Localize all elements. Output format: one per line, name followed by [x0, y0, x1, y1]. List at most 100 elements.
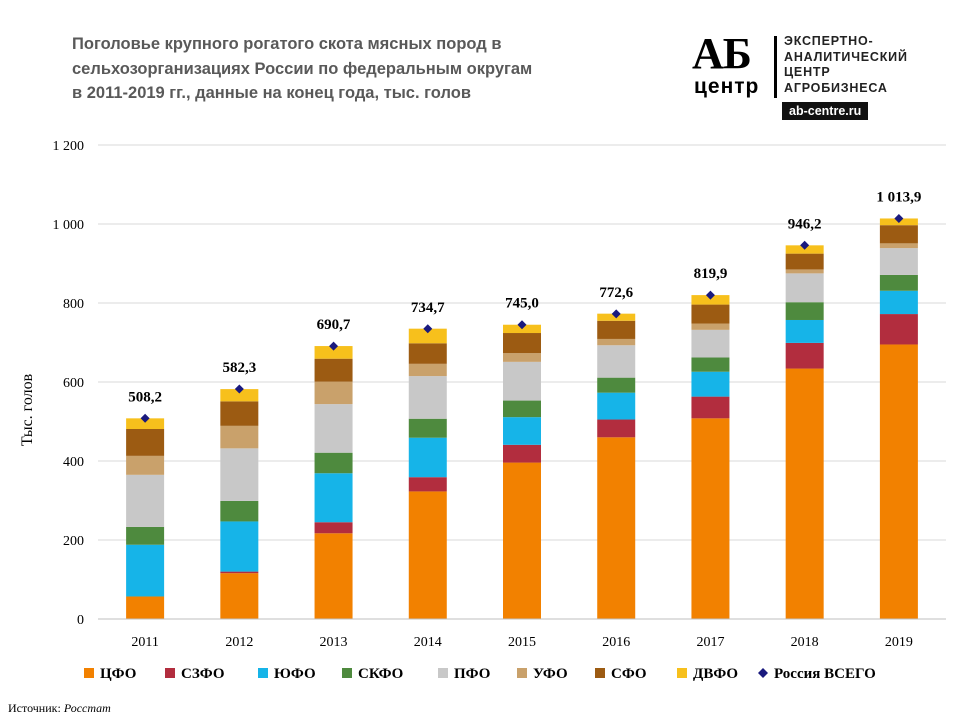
- bar-segment: [314, 533, 353, 619]
- total-data-label: 819,9: [694, 266, 728, 282]
- logo-letters: АБ: [692, 29, 752, 78]
- bar-segment: [785, 319, 824, 343]
- bar-segment: [220, 401, 259, 426]
- x-tick-label: 2014: [414, 635, 442, 650]
- source-note: Источник: Росстат: [8, 701, 111, 716]
- x-tick-label: 2011: [131, 635, 158, 650]
- bar-segment: [220, 389, 259, 402]
- x-tick-label: 2018: [791, 635, 819, 650]
- logo-center-word: центр: [694, 75, 760, 98]
- total-marker: [705, 290, 715, 300]
- x-tick-label: 2017: [696, 635, 724, 650]
- legend-swatch: [595, 668, 605, 678]
- y-tick-label: 1 200: [53, 139, 85, 154]
- bar-segment: [126, 474, 165, 527]
- legend-label: СКФО: [358, 666, 403, 682]
- legend-label: СФО: [611, 666, 647, 682]
- legend-swatch: [258, 668, 268, 678]
- bar-segment: [597, 345, 636, 378]
- bar-segment: [691, 396, 730, 419]
- total-marker: [140, 413, 150, 423]
- y-tick-label: 800: [63, 297, 84, 312]
- legend-label: Россия ВСЕГО: [774, 666, 876, 682]
- bar-segment: [785, 269, 824, 274]
- total-marker: [329, 341, 339, 351]
- y-tick-label: 400: [63, 455, 84, 470]
- legend-swatch: [342, 668, 352, 678]
- bar-segment: [126, 418, 165, 430]
- bar-segment: [503, 444, 541, 463]
- bar-segment: [691, 418, 730, 619]
- x-tick-label: 2016: [602, 635, 630, 650]
- y-tick-label: 200: [63, 534, 84, 549]
- bar-segment: [691, 357, 730, 372]
- legend-label: УФО: [533, 666, 568, 682]
- legend-diamond-icon: [758, 668, 768, 678]
- bar-segment: [879, 274, 918, 291]
- source-value: Росстат: [63, 701, 111, 715]
- total-marker: [800, 240, 810, 250]
- legend-swatch: [84, 668, 94, 678]
- total-data-label: 690,7: [317, 317, 351, 333]
- bar-segment: [597, 320, 636, 339]
- total-data-label: 582,3: [222, 360, 256, 376]
- legend-swatch: [677, 668, 687, 678]
- bar-segment: [879, 243, 918, 249]
- y-tick-label: 1 000: [53, 218, 85, 233]
- bar-segment: [126, 455, 165, 475]
- bar-segment: [408, 477, 447, 492]
- logo-desc-line-3: ЦЕНТР: [784, 65, 831, 79]
- bar-segment: [126, 596, 165, 619]
- bar-segment: [879, 290, 918, 315]
- bar-segment: [220, 425, 259, 449]
- bar-segment: [314, 381, 353, 405]
- bar-segment: [879, 314, 918, 345]
- bar-segment: [408, 491, 447, 619]
- logo-desc-line-2: АНАЛИТИЧЕСКИЙ: [784, 49, 908, 64]
- legend-swatch: [438, 668, 448, 678]
- bar-segment: [314, 346, 353, 359]
- bar-segment: [785, 302, 824, 320]
- bar-segment: [314, 473, 353, 523]
- x-tick-label: 2012: [225, 635, 253, 650]
- legend-swatch: [165, 668, 175, 678]
- bar-segment: [691, 329, 730, 358]
- bar-segment: [597, 392, 636, 420]
- bar-segment: [408, 363, 447, 377]
- y-tick-label: 600: [63, 376, 84, 391]
- legend-label: ДВФО: [693, 666, 738, 682]
- bar-segment: [597, 377, 636, 393]
- bar-segment: [220, 521, 259, 572]
- bar-segment: [879, 344, 918, 619]
- bar-segment: [220, 571, 259, 574]
- legend-swatch: [517, 668, 527, 678]
- bar-segment: [314, 522, 353, 534]
- bar-segment: [126, 544, 165, 597]
- total-data-label: 1 013,9: [876, 190, 921, 206]
- bar-segment: [408, 328, 447, 344]
- total-marker: [423, 324, 433, 334]
- total-data-label: 946,2: [788, 216, 822, 232]
- logo-description: ЭКСПЕРТНО- АНАЛИТИЧЕСКИЙ ЦЕНТР АГРОБИЗНЕ…: [784, 34, 908, 96]
- bar-segment: [220, 500, 259, 522]
- chart-title-line-3: в 2011-2019 гг., данные на конец года, т…: [72, 84, 471, 102]
- legend-label: СЗФО: [181, 666, 224, 682]
- bar-segment: [126, 429, 165, 456]
- bar-segment: [408, 343, 447, 364]
- y-tick-label: 0: [77, 613, 84, 628]
- logo-url: ab-centre.ru: [782, 102, 869, 120]
- x-tick-label: 2019: [885, 635, 913, 650]
- logo-divider: [774, 36, 777, 98]
- x-tick-label: 2015: [508, 635, 536, 650]
- bar-segment: [785, 368, 824, 619]
- total-marker: [517, 320, 527, 330]
- bar-segment: [126, 526, 165, 545]
- bar-segment: [503, 333, 541, 354]
- bar-segment: [691, 304, 730, 324]
- bar-segment: [597, 419, 636, 438]
- bar-segment: [597, 437, 636, 619]
- legend-label: ЦФО: [100, 666, 136, 682]
- bar-segment: [220, 573, 259, 619]
- total-data-label: 772,6: [599, 285, 633, 301]
